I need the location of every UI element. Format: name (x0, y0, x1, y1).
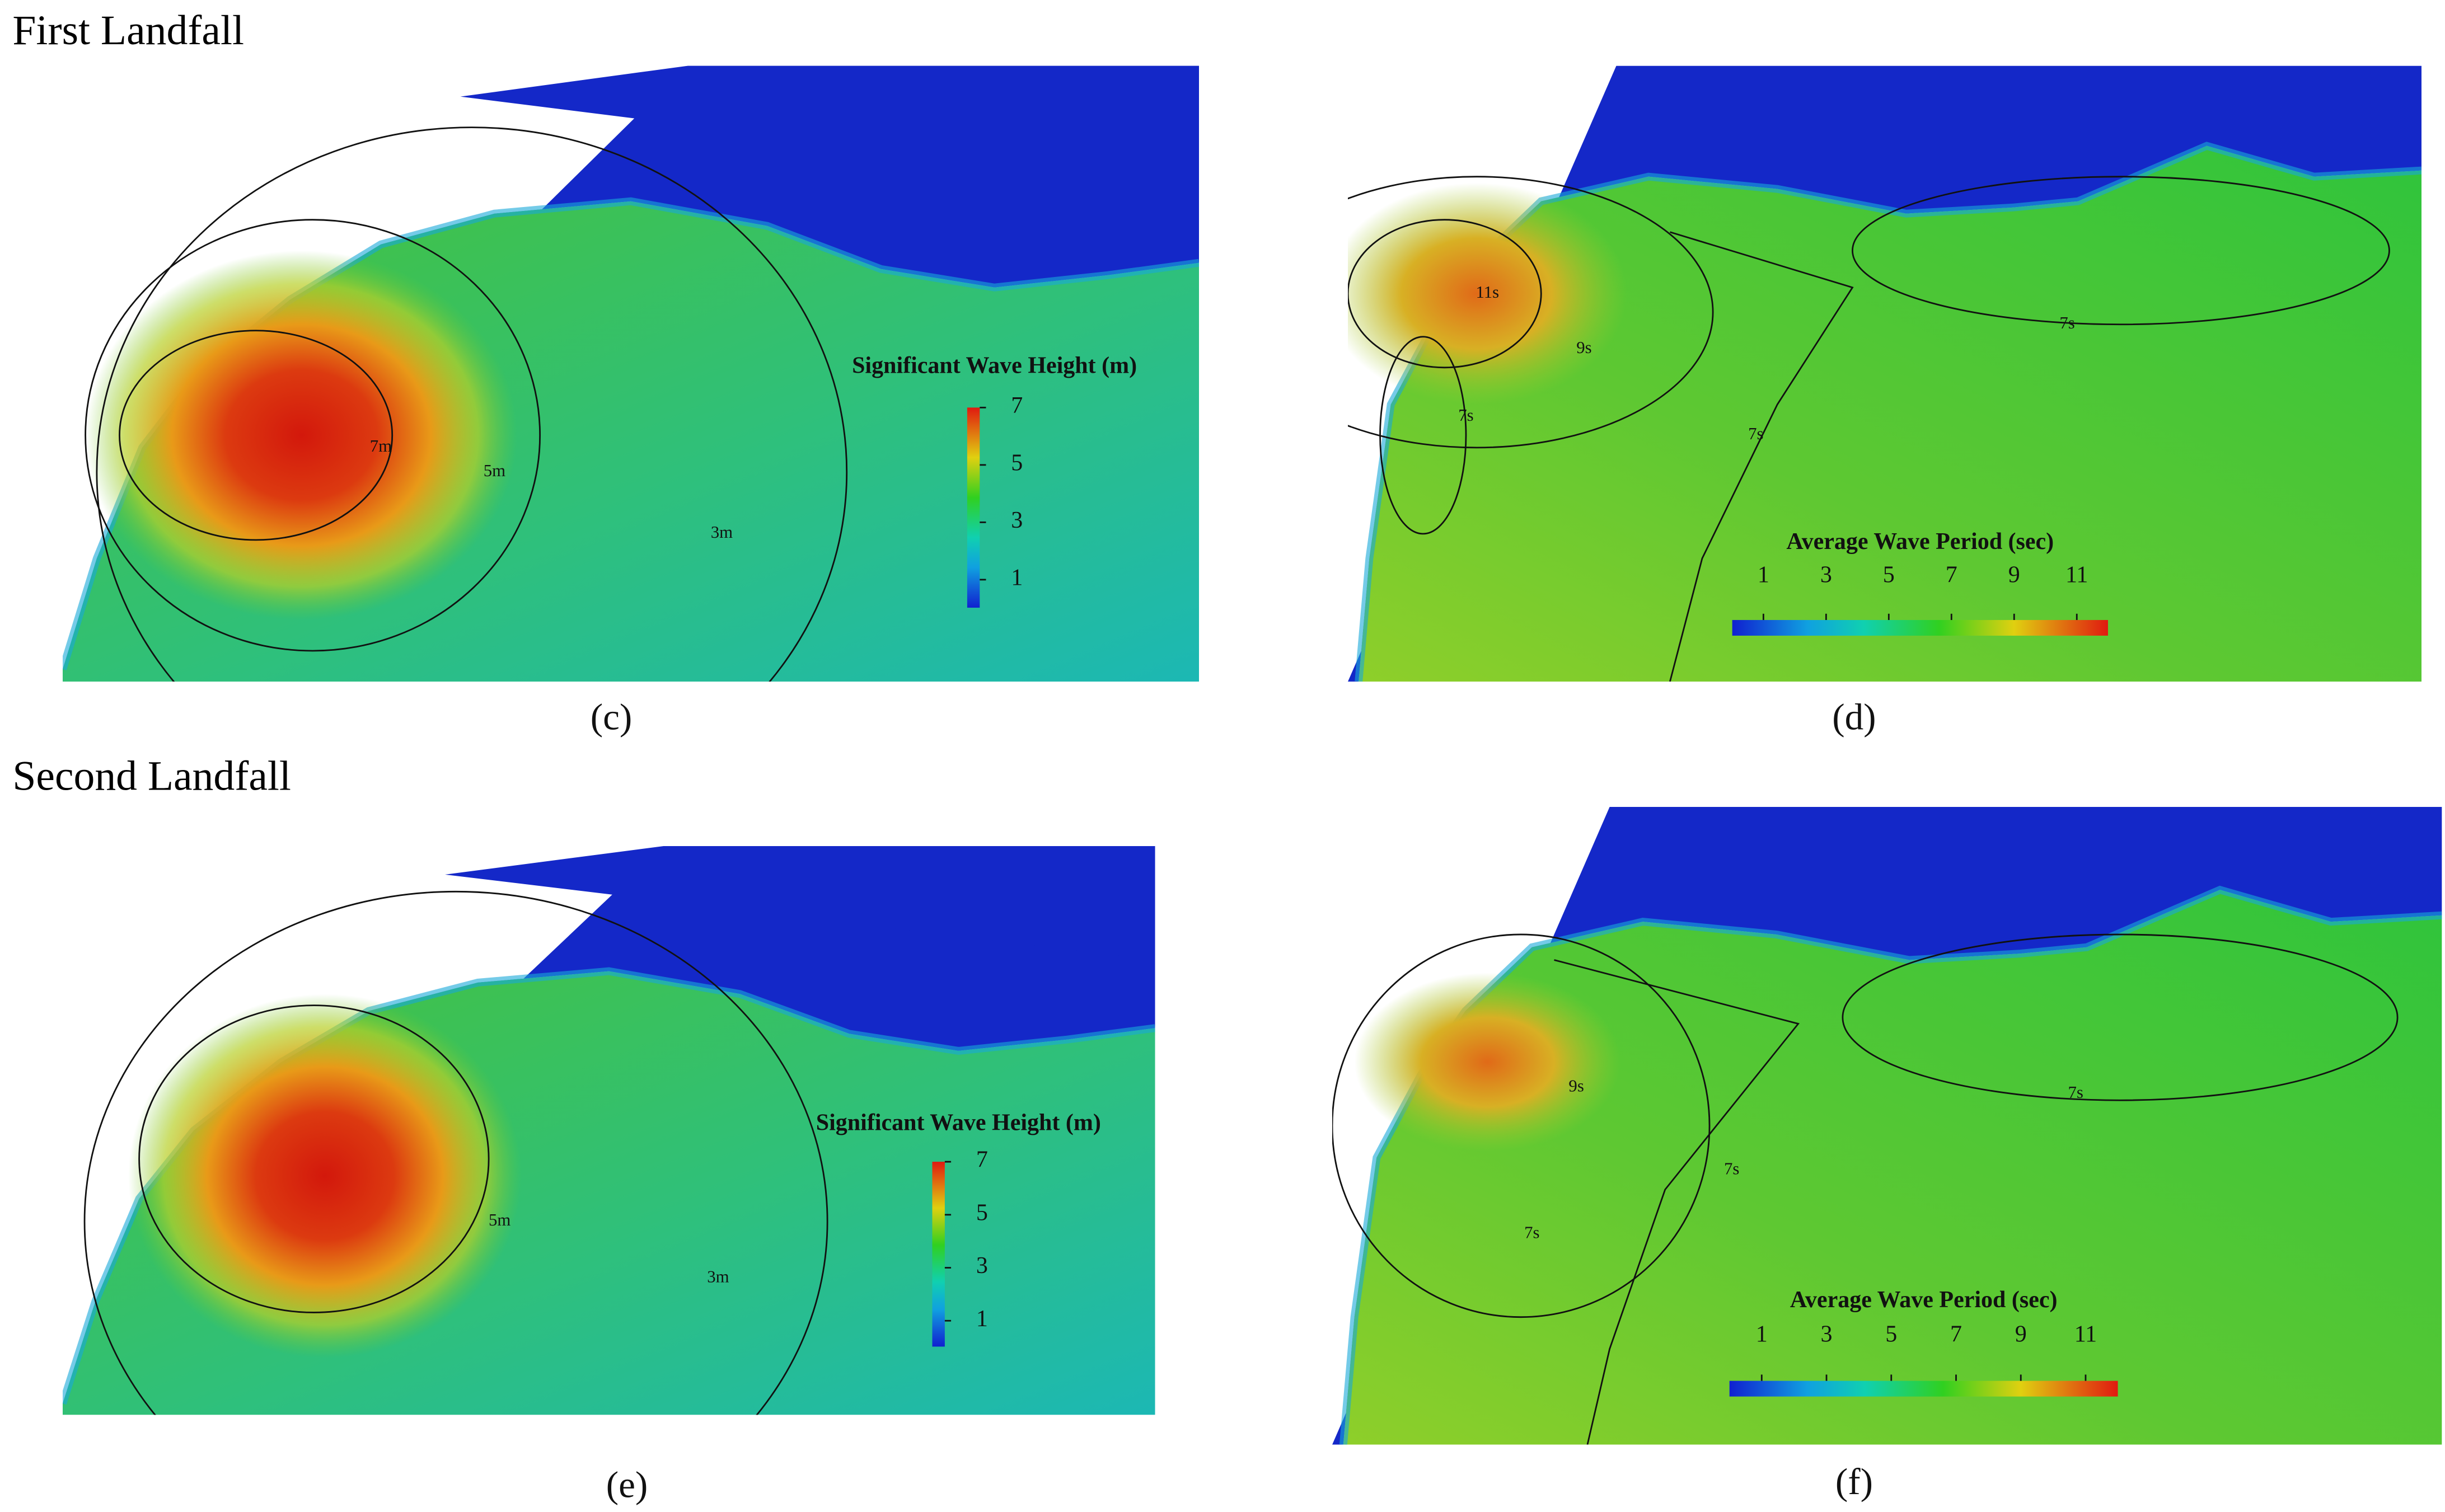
colorbar-tick-label: 3 (1011, 508, 1023, 533)
map-panel: 5m 3m Significant Wave Height (m) 7 5 3 1 (63, 846, 1155, 1415)
contour-line (1669, 231, 1854, 682)
map: 5m 3m (63, 846, 1155, 1415)
contour-label: 7s (2068, 1083, 2083, 1102)
colorbar-tick-label: 7 (1011, 393, 1023, 419)
land (63, 65, 1199, 682)
coast-shallow (1355, 142, 2421, 682)
colorbar (932, 1162, 945, 1347)
colorbar-tick-label: 5 (1883, 562, 1895, 588)
contour-line (1348, 219, 1542, 369)
colorbar-tick-label: 5 (1011, 450, 1023, 476)
wave-field (85, 250, 518, 620)
colorbar-tick-label: 11 (2074, 1322, 2097, 1347)
wave-field (1348, 182, 1627, 405)
land (1348, 65, 2421, 682)
map-panel: 11s 9s 7s 7s 7s Average Wave Period (sec) 1 3 5 7… (1348, 65, 2421, 682)
panel-label: (c) (591, 696, 633, 738)
colorbar-tick-label: 9 (2008, 562, 2020, 588)
colorbar-title: Average Wave Period (sec) (1786, 529, 2054, 555)
contour-label: 7s (1724, 1159, 1739, 1178)
contour-line (1348, 176, 1714, 449)
contour-line (138, 1004, 490, 1313)
colorbar (1729, 1380, 2118, 1397)
colorbar (967, 407, 980, 608)
section-title: Second Landfall (12, 753, 291, 800)
colorbar-tick-label: 3 (1821, 1322, 1833, 1347)
contour-label: 7m (370, 436, 392, 456)
colorbar-tick-label: 1 (976, 1306, 988, 1332)
contour-label: 5m (484, 461, 505, 480)
colorbar (1732, 619, 2108, 636)
panel-label: (e) (606, 1463, 648, 1505)
coast-shallow (1339, 885, 2442, 1445)
contour-line (85, 219, 541, 652)
colorbar-tick-label: 7 (1946, 562, 1957, 588)
contour-line (1852, 176, 2390, 326)
land (460, 65, 1199, 189)
colorbar-title: Significant Wave Height (m) (852, 353, 1137, 378)
contour-label: 5m (489, 1210, 510, 1229)
map-panel: 9s 7s 7s 7s Average Wave Period (sec) 1 3 5 7 9 11 (1332, 807, 2442, 1445)
colorbar-tick-label: 11 (2065, 562, 2088, 588)
colorbar-tick-label: 3 (1820, 562, 1832, 588)
wave-field (1354, 973, 1621, 1152)
contour-label: 11s (1476, 283, 1500, 302)
contour-label: 9s (1568, 1076, 1584, 1095)
land (63, 846, 1155, 1415)
contour-label: 7s (1458, 406, 1473, 425)
contour-line (96, 126, 847, 682)
contour-label: 3m (711, 523, 733, 542)
map-panel: 7m 5m 3m Significant Wave Height (m) 7 5 3 1 (63, 65, 1199, 682)
panel-label: (f) (1835, 1461, 1873, 1502)
land (1332, 807, 2442, 1445)
colorbar-tick-label: 1 (1758, 562, 1769, 588)
section-title: First Landfall (12, 7, 244, 54)
contour-line (1332, 933, 1711, 1318)
contour-label: 7s (1524, 1223, 1539, 1242)
colorbar-title: Average Wave Period (sec) (1790, 1287, 2058, 1313)
map: 7m 5m 3m (63, 65, 1199, 682)
panel-label: (d) (1832, 696, 1876, 738)
contour-line (83, 891, 828, 1415)
contour-label: 7s (1748, 424, 1763, 443)
contour-line (119, 330, 394, 541)
contour-line (1842, 933, 2399, 1101)
colorbar-tick-label: 5 (1885, 1322, 1897, 1347)
colorbar-tick-label: 1 (1011, 565, 1023, 591)
contour-line (1554, 959, 1800, 1445)
colorbar-tick-label: 7 (976, 1147, 988, 1173)
colorbar-tick-label: 3 (976, 1253, 988, 1279)
colorbar-tick-label: 7 (1950, 1322, 1962, 1347)
map: 11s 9s 7s 7s 7s (1348, 65, 2421, 682)
contour-label: 7s (2059, 313, 2074, 332)
colorbar-tick-label: 1 (1756, 1322, 1768, 1347)
wave-field (128, 994, 522, 1358)
colorbar-title: Significant Wave Height (m) (816, 1110, 1101, 1136)
map: 9s 7s 7s 7s (1332, 807, 2442, 1445)
contour-line (1379, 336, 1467, 535)
colorbar-tick-label: 9 (2015, 1322, 2027, 1347)
land (445, 846, 1155, 960)
colorbar-tick-label: 5 (976, 1200, 988, 1225)
contour-label: 3m (707, 1267, 729, 1286)
contour-label: 9s (1576, 338, 1591, 357)
